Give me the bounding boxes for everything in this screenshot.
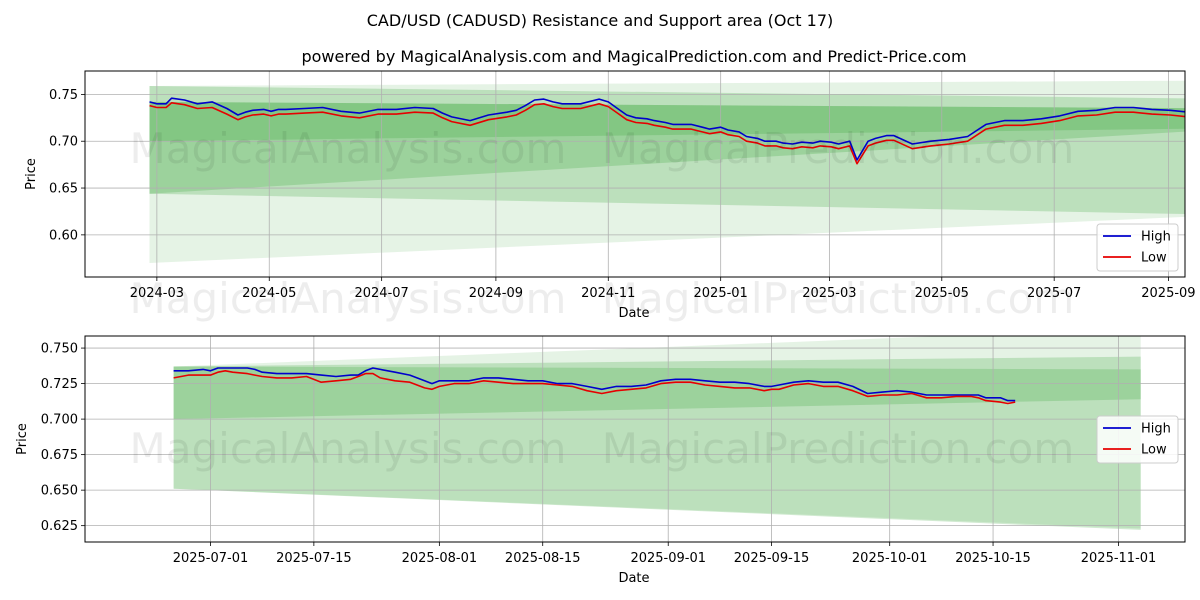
bottom-panel: 2025-07-01 2025-07-15 2025-08-01 2025-08-15… bbox=[15, 335, 1186, 586]
top-legend: High Low bbox=[1096, 223, 1179, 272]
top-bands bbox=[149, 80, 1185, 263]
bottom-legend: High Low bbox=[1096, 415, 1179, 464]
bottom-band-2 bbox=[173, 366, 1141, 420]
bottom-y-tick-label: 0.650 bbox=[41, 484, 78, 499]
bottom-x-tick-label: 2025-10-01 bbox=[852, 551, 928, 566]
top-series-low-line bbox=[149, 102, 1185, 165]
watermark-right-top: MagicalPrediction.com bbox=[602, 124, 1075, 173]
bottom-x-tick-label: 2025-09-01 bbox=[630, 551, 706, 566]
bottom-y-tick-label: 0.700 bbox=[41, 413, 78, 428]
bottom-x-tick-label: 2025-08-01 bbox=[402, 551, 478, 566]
top-axes-frame bbox=[84, 70, 1186, 278]
top-x-tick-label: 2025-09 bbox=[1141, 286, 1195, 301]
bottom-y-tick-label: 0.750 bbox=[41, 342, 78, 357]
top-x-tick-label: 2025-03 bbox=[802, 286, 856, 301]
bottom-x-tick-label: 2025-08-15 bbox=[505, 551, 581, 566]
top-band-3 bbox=[149, 101, 1185, 142]
chart-title: CAD/USD (CADUSD) Resistance and Support … bbox=[367, 11, 833, 30]
top-y-tick-label: 0.65 bbox=[49, 182, 78, 197]
bottom-x-tick-label: 2025-10-15 bbox=[955, 551, 1031, 566]
bottom-y-axis-label: Price bbox=[15, 423, 30, 455]
top-band-1 bbox=[149, 86, 1185, 215]
watermark-right-middle: MagicalPrediction.com bbox=[602, 274, 1075, 323]
top-x-tick-label: 2025-07 bbox=[1027, 286, 1081, 301]
bottom-legend-label-high: High bbox=[1141, 422, 1171, 437]
bottom-x-axis-label: Date bbox=[618, 571, 649, 586]
top-x-tick-label: 2024-09 bbox=[469, 286, 523, 301]
top-y-tick-label: 0.60 bbox=[49, 228, 78, 243]
top-series-high-line bbox=[149, 97, 1185, 161]
watermark-left-top: MagicalAnalysis.com bbox=[130, 124, 567, 173]
top-series bbox=[149, 97, 1185, 165]
top-y-axis-label: Price bbox=[24, 158, 39, 190]
top-x-tick-label: 2024-07 bbox=[354, 286, 408, 301]
watermark-right-bottom: MagicalPrediction.com bbox=[602, 424, 1075, 473]
watermark-left-bottom: MagicalAnalysis.com bbox=[130, 424, 567, 473]
top-y-tick-label: 0.70 bbox=[49, 135, 78, 150]
bottom-y-tick-label: 0.675 bbox=[41, 448, 78, 463]
top-panel: 2024-03 2024-05 2024-07 2024-09 2024-11 2025-… bbox=[24, 70, 1196, 321]
top-legend-label-high: High bbox=[1141, 230, 1171, 245]
top-x-tick-label: 2025-01 bbox=[694, 286, 748, 301]
bottom-y-tick-label: 0.625 bbox=[41, 519, 78, 534]
bottom-series bbox=[173, 367, 1016, 405]
top-band-2 bbox=[149, 101, 1185, 194]
bottom-x-tick-label: 2025-07-01 bbox=[173, 551, 249, 566]
bottom-series-high-line bbox=[173, 367, 1016, 402]
bottom-y-tick-label: 0.725 bbox=[41, 377, 78, 392]
top-y-tick-label: 0.75 bbox=[49, 88, 78, 103]
top-x-tick-label: 2025-05 bbox=[915, 286, 969, 301]
top-x-tick-label: 2024-11 bbox=[581, 286, 635, 301]
bottom-band-1 bbox=[173, 356, 1141, 530]
top-x-axis-label: Date bbox=[618, 306, 649, 321]
bottom-series-low-line bbox=[173, 370, 1016, 405]
bottom-x-tick-label: 2025-11-01 bbox=[1081, 551, 1157, 566]
bottom-x-tick-label: 2025-09-15 bbox=[734, 551, 810, 566]
top-legend-label-low: Low bbox=[1141, 251, 1167, 266]
watermark-left-middle: MagicalAnalysis.com bbox=[130, 274, 567, 323]
bottom-axes-frame bbox=[84, 335, 1186, 543]
top-x-tick-label: 2024-03 bbox=[130, 286, 184, 301]
bottom-legend-label-low: Low bbox=[1141, 443, 1167, 458]
chart-subtitle: powered by MagicalAnalysis.com and Magic… bbox=[301, 47, 966, 66]
top-x-tick-label: 2024-05 bbox=[242, 286, 296, 301]
top-band-0 bbox=[149, 80, 1185, 263]
bottom-x-tick-label: 2025-07-15 bbox=[276, 551, 352, 566]
